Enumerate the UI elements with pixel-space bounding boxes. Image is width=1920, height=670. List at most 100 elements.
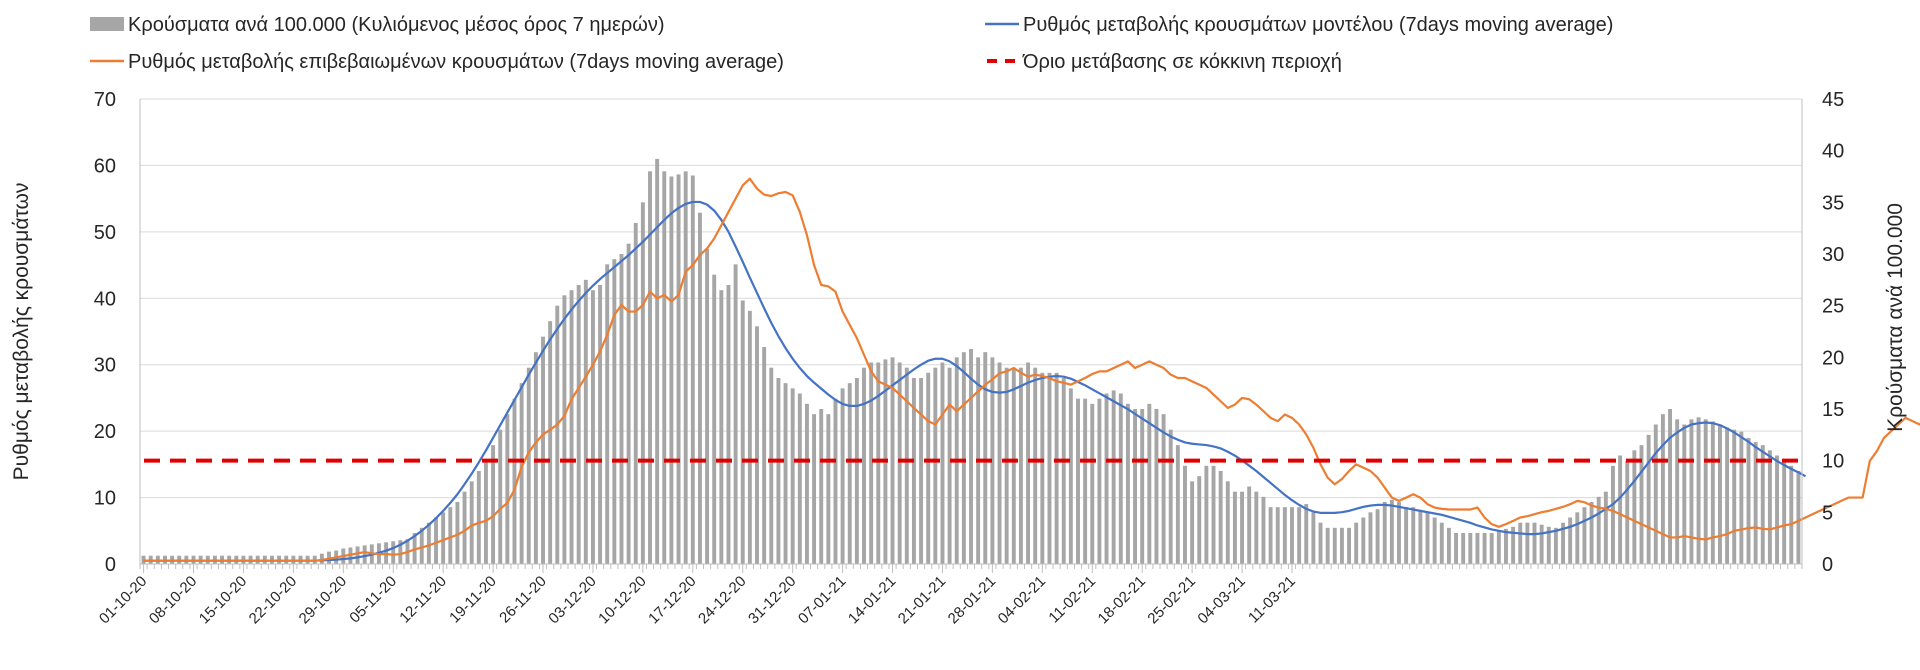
bar-198 xyxy=(1553,527,1558,564)
bar-209 xyxy=(1632,450,1637,564)
y-left-tick-label-50: 50 xyxy=(94,222,116,244)
bar-202 xyxy=(1582,507,1587,564)
bar-229 xyxy=(1775,455,1779,564)
bar-83 xyxy=(733,264,738,564)
bar-230 xyxy=(1782,460,1787,564)
bar-86 xyxy=(755,326,759,564)
bar-50 xyxy=(498,429,503,564)
y-left-tick-label-60: 60 xyxy=(94,155,116,177)
y-right-tick-label-5: 5 xyxy=(1822,502,1833,524)
y-left-axis-title: Ρυθμός μεταβολής κρουσμάτων xyxy=(10,183,33,481)
bar-87 xyxy=(762,347,767,564)
bar-81 xyxy=(719,290,724,564)
bar-224 xyxy=(1739,431,1744,564)
legend-bars-label: Κρούσματα ανά 100.000 (Κυλιόμενος μέσος … xyxy=(128,14,665,36)
bar-181 xyxy=(1432,517,1437,564)
x-tick-label-11-03-21: 11-03-21 xyxy=(1245,573,1299,627)
bar-174 xyxy=(1382,502,1387,564)
bar-175 xyxy=(1389,499,1394,564)
y-left-tick-label-40: 40 xyxy=(94,288,116,310)
legend-confirmed-label: Ρυθμός μεταβολής επιβεβαιωμένων κρουσμάτ… xyxy=(128,51,784,73)
bar-165 xyxy=(1318,522,1323,564)
bar-146 xyxy=(1183,465,1187,564)
bar-100 xyxy=(854,378,859,564)
bar-182 xyxy=(1439,522,1444,564)
bar-72 xyxy=(655,158,660,564)
bar-188 xyxy=(1482,533,1487,564)
bar-109 xyxy=(919,378,924,564)
bar-228 xyxy=(1767,450,1772,564)
y-right-tick-label-35: 35 xyxy=(1822,192,1844,214)
bar-148 xyxy=(1197,476,1202,564)
bar-25 xyxy=(319,553,324,564)
bar-116 xyxy=(969,349,973,564)
bar-139 xyxy=(1133,409,1138,564)
bar-56 xyxy=(541,336,545,564)
y-right-tick-label-0: 0 xyxy=(1822,554,1833,576)
legend: Κρούσματα ανά 100.000 (Κυλιόμενος μέσος … xyxy=(90,14,1613,73)
bar-78 xyxy=(697,212,702,565)
bar-145 xyxy=(1175,445,1180,564)
bar-88 xyxy=(769,367,774,564)
bar-142 xyxy=(1154,409,1159,564)
bar-133 xyxy=(1090,403,1095,564)
bar-137 xyxy=(1118,393,1123,564)
bar-76 xyxy=(683,171,688,564)
bar-218 xyxy=(1696,417,1701,564)
x-tick-label-04-02-21: 04-02-21 xyxy=(995,573,1049,627)
bar-194 xyxy=(1525,522,1530,564)
x-tick-label-26-11-20: 26-11-20 xyxy=(496,573,550,627)
bar-129 xyxy=(1061,378,1066,564)
bar-49 xyxy=(491,445,496,564)
bar-53 xyxy=(519,383,524,564)
x-tick-label-12-11-20: 12-11-20 xyxy=(396,573,450,627)
bar-151 xyxy=(1218,471,1223,564)
bar-44 xyxy=(455,502,460,564)
bar-110 xyxy=(926,372,931,564)
bar-60 xyxy=(569,290,574,564)
bar-220 xyxy=(1710,421,1715,564)
bar-196 xyxy=(1539,524,1544,564)
bar-92 xyxy=(797,393,802,564)
bar-101 xyxy=(862,367,866,564)
bar-112 xyxy=(940,362,945,564)
bar-205 xyxy=(1603,491,1608,564)
bar-180 xyxy=(1425,512,1430,564)
bar-213 xyxy=(1660,414,1665,564)
bar-143 xyxy=(1161,414,1166,564)
x-tick-label-08-10-20: 08-10-20 xyxy=(146,573,200,627)
bar-108 xyxy=(911,378,916,564)
bar-103 xyxy=(876,362,881,564)
bar-97 xyxy=(833,398,838,564)
bar-225 xyxy=(1746,437,1751,564)
bar-68 xyxy=(626,243,631,565)
bar-115 xyxy=(961,352,966,564)
y-right-tick-label-45: 45 xyxy=(1822,89,1844,111)
bar-162 xyxy=(1297,507,1302,564)
bar-99 xyxy=(847,383,852,564)
bar-203 xyxy=(1589,502,1594,564)
bar-189 xyxy=(1489,533,1494,564)
bar-168 xyxy=(1339,527,1344,564)
bar-140 xyxy=(1140,409,1145,564)
bar-98 xyxy=(840,388,845,564)
bar-65 xyxy=(605,264,610,564)
y-right-tick-label-40: 40 xyxy=(1822,141,1844,163)
y-right-tick-label-20: 20 xyxy=(1822,347,1844,369)
bar-185 xyxy=(1461,533,1466,564)
bar-226 xyxy=(1753,442,1758,564)
bar-210 xyxy=(1639,445,1644,564)
bar-130 xyxy=(1068,388,1073,564)
bar-89 xyxy=(776,378,781,564)
bar-46 xyxy=(469,481,474,564)
x-tick-label-15-10-20: 15-10-20 xyxy=(196,573,250,627)
line-confirmed-cases xyxy=(143,177,1920,562)
bar-45 xyxy=(462,491,467,564)
x-tick-label-10-12-20: 10-12-20 xyxy=(595,573,649,627)
bar-156 xyxy=(1254,491,1259,564)
y-left-tick-label-70: 70 xyxy=(94,89,116,111)
bar-206 xyxy=(1611,465,1615,564)
bar-91 xyxy=(790,388,795,564)
bar-191 xyxy=(1504,528,1508,564)
bar-36 xyxy=(398,540,403,564)
